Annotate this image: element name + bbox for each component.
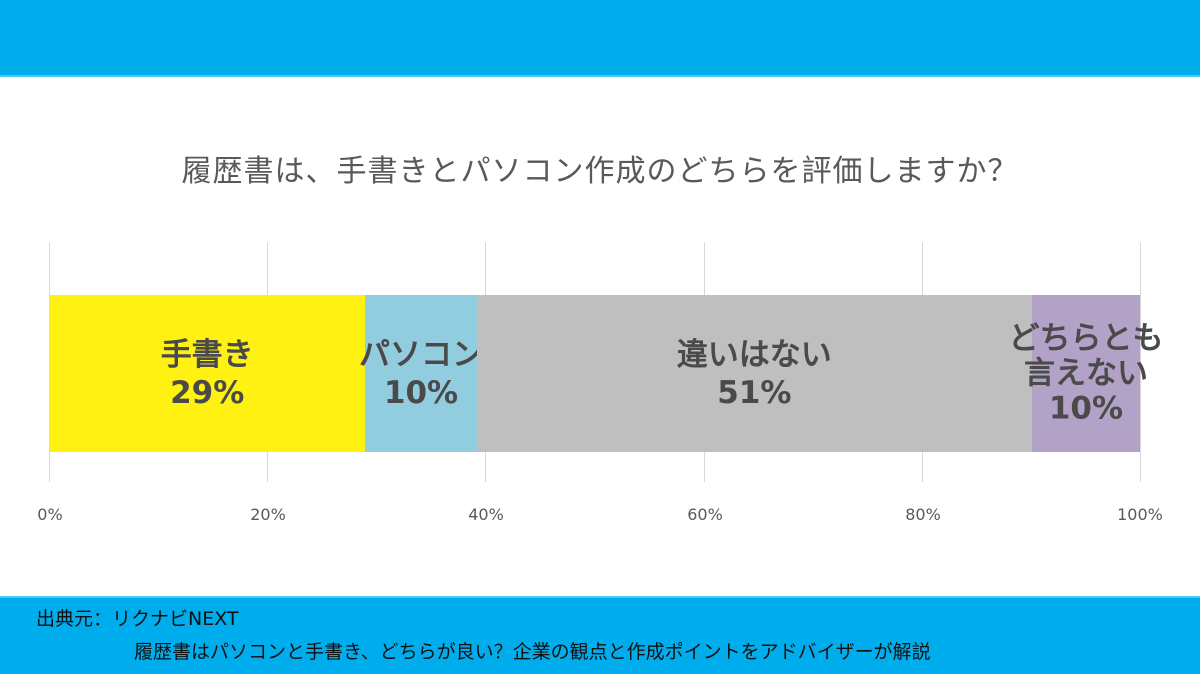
- source-banner: [0, 596, 1200, 674]
- chart-title: 履歴書は、手書きとパソコン作成のどちらを評価しますか？: [181, 154, 1019, 189]
- stacked-bar: 手書き 29% パソコン 10% 違いはない 51% どちらとも 言えない 10…: [49, 295, 1163, 452]
- segment-label: どちらとも 言えない 10%: [1008, 320, 1164, 426]
- x-tick-label: 0%: [37, 505, 63, 524]
- segment-no-difference: 違いはない 51%: [476, 295, 1032, 452]
- x-tick-label: 60%: [687, 505, 723, 524]
- segment-label: 違いはない 51%: [676, 336, 832, 411]
- segment-label: 手書き 29%: [160, 336, 254, 411]
- segment-label: パソコン 10%: [359, 336, 484, 411]
- source-article-title: 履歴書はパソコンと手書き、どちらが良い？企業の観点と作成ポイントをアドバイザーが…: [134, 641, 931, 663]
- top-banner: [0, 0, 1200, 77]
- segment-handwritten: 手書き 29%: [49, 295, 366, 452]
- x-tick-label: 80%: [905, 505, 941, 524]
- source-label: 出典元：リクナビNEXT: [36, 608, 239, 630]
- segment-pc: パソコン 10%: [359, 295, 483, 452]
- segment-neither: どちらとも 言えない 10%: [1008, 295, 1163, 452]
- x-tick-label: 20%: [250, 505, 286, 524]
- x-tick-label: 100%: [1117, 505, 1163, 524]
- gridline-100: [1140, 242, 1141, 482]
- x-tick-label: 40%: [468, 505, 504, 524]
